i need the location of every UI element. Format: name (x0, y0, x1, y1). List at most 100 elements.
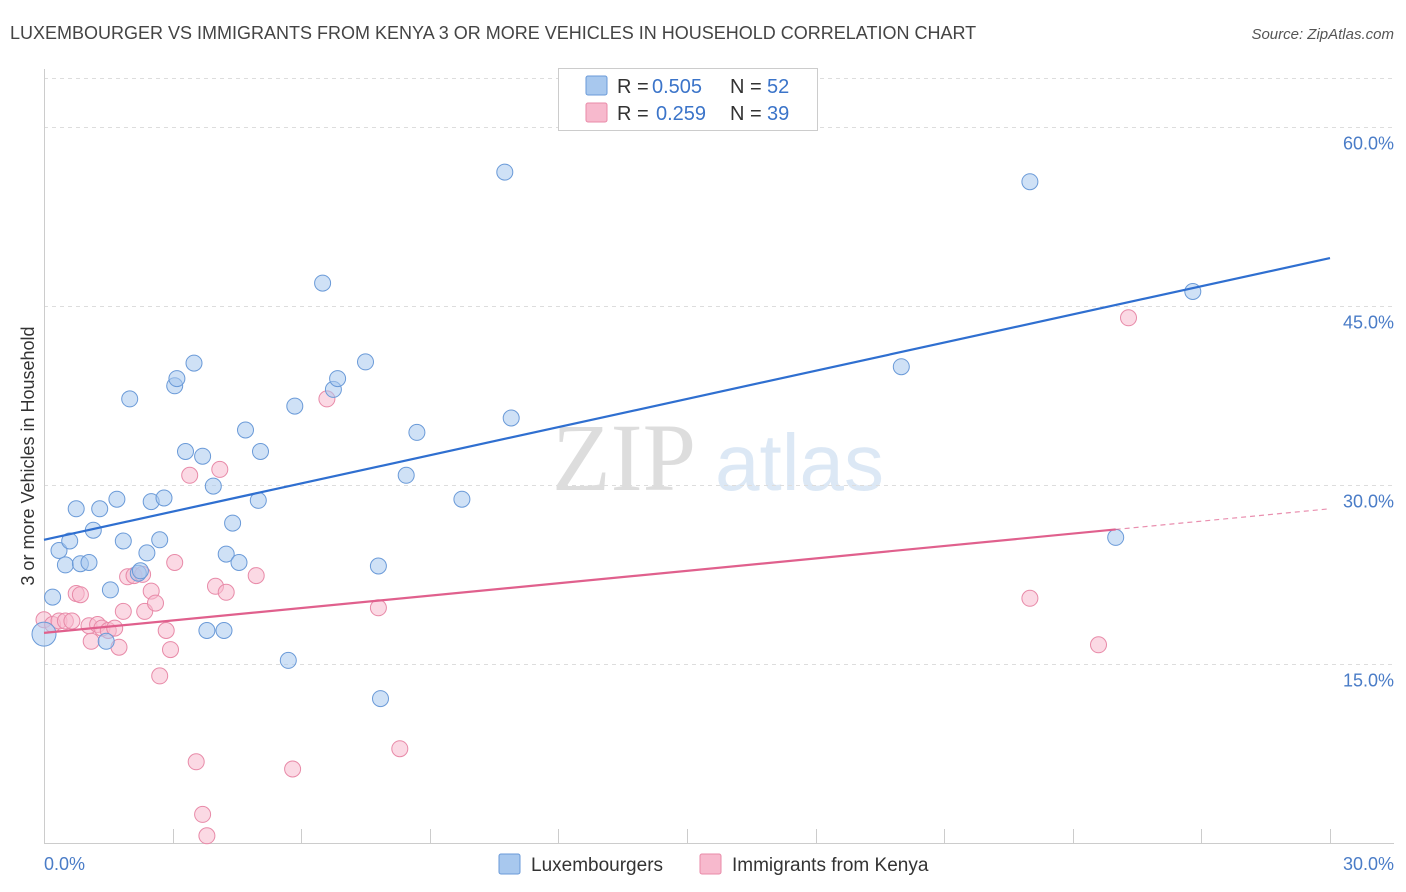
point-luxembourgers (61, 532, 79, 550)
point-luxembourgers (314, 274, 332, 292)
point-luxembourgers (1021, 173, 1039, 191)
point-luxembourgers (185, 354, 203, 372)
point-luxembourgers (50, 542, 68, 559)
point-luxembourgers (56, 556, 74, 574)
point-kenya (217, 583, 235, 601)
point-kenya (1120, 309, 1137, 327)
legend-swatch-luxembourgers (585, 75, 608, 96)
point-luxembourgers (204, 477, 222, 495)
x-tick-label-max: 30.0% (1343, 854, 1394, 874)
point-luxembourgers (101, 581, 119, 599)
point-kenya (114, 602, 132, 620)
chart-title: LUXEMBOURGER VS IMMIGRANTS FROM KENYA 3 … (10, 23, 976, 43)
watermark-atlas: atlas (715, 418, 884, 507)
point-luxembourgers (108, 490, 126, 508)
point-luxembourgers (252, 443, 269, 460)
y-tick-labels: 15.0% 30.0% 45.0% 60.0% (1343, 134, 1394, 691)
point-luxembourgers (502, 409, 520, 427)
bottom-legend-swatch-kenya (699, 853, 722, 875)
y-tick-label: 60.0% (1343, 134, 1394, 154)
point-luxembourgers (80, 554, 98, 571)
point-luxembourgers (496, 163, 514, 181)
y-tick-label: 45.0% (1343, 313, 1394, 333)
point-kenya (71, 586, 89, 604)
series-luxembourgers (31, 163, 1202, 708)
point-kenya (151, 667, 169, 685)
legend-r-value-2: 0.259 (656, 103, 706, 125)
y-tick-label: 15.0% (1343, 671, 1394, 691)
point-luxembourgers (397, 466, 415, 484)
point-kenya (1090, 636, 1107, 654)
legend-n-label-1: N = (730, 76, 762, 98)
point-luxembourgers (237, 421, 254, 439)
point-luxembourgers (168, 370, 186, 388)
point-luxembourgers (224, 514, 242, 532)
point-kenya (194, 805, 212, 823)
point-luxembourgers (44, 588, 62, 606)
series-legend: Luxembourgers Immigrants from Kenya (498, 853, 929, 876)
point-kenya (284, 760, 302, 778)
point-luxembourgers (91, 500, 109, 518)
series-immigrants-from-kenya (35, 309, 1137, 845)
point-luxembourgers (138, 544, 156, 562)
point-luxembourgers (217, 545, 235, 563)
legend-r-label-2: R = (617, 103, 649, 125)
legend-r-value-1: 0.505 (652, 76, 702, 98)
point-luxembourgers (286, 397, 304, 415)
point-luxembourgers (198, 622, 216, 639)
bottom-legend-swatch-luxembourgers (498, 853, 521, 875)
legend-n-label-2: N = (730, 103, 762, 125)
point-luxembourgers (121, 390, 139, 408)
chart-source: Source: ZipAtlas.com (1251, 26, 1394, 43)
point-luxembourgers (372, 690, 389, 708)
point-kenya (166, 554, 184, 571)
point-luxembourgers (892, 358, 910, 376)
point-luxembourgers (67, 500, 85, 518)
point-kenya (391, 740, 409, 758)
trend-lines (43, 256, 1331, 634)
point-luxembourgers (177, 443, 194, 460)
point-kenya (181, 466, 199, 484)
point-luxembourgers (1107, 528, 1125, 546)
y-axis-label: 3 or more Vehicles in Household (18, 326, 38, 585)
point-luxembourgers (131, 562, 149, 580)
bottom-legend-label-luxembourgers: Luxembourgers (531, 855, 663, 876)
point-luxembourgers (369, 557, 387, 575)
point-luxembourgers (215, 622, 233, 639)
point-luxembourgers (279, 651, 297, 669)
point-kenya (198, 827, 216, 845)
point-luxembourgers (194, 447, 212, 465)
point-kenya (106, 619, 124, 637)
point-kenya (162, 641, 179, 659)
point-luxembourgers (453, 490, 471, 508)
correlation-legend: R = 0.505 N = 52 R = 0.259 N = 39 (558, 68, 818, 131)
point-luxembourgers (230, 554, 248, 571)
point-luxembourgers (329, 370, 347, 388)
point-kenya (82, 632, 100, 650)
point-luxembourgers (408, 423, 426, 441)
legend-r-label-1: R = (617, 76, 649, 98)
legend-n-value-2: 39 (767, 103, 789, 125)
point-luxembourgers (151, 531, 169, 549)
point-kenya (187, 753, 205, 771)
y-tick-label: 30.0% (1343, 492, 1394, 512)
point-kenya (247, 567, 265, 585)
point-luxembourgers (357, 353, 374, 371)
point-luxembourgers (31, 621, 57, 647)
point-kenya (147, 594, 164, 612)
point-kenya (63, 612, 81, 630)
axes (44, 69, 1394, 844)
bottom-legend-label-kenya: Immigrants from Kenya (732, 855, 929, 876)
legend-n-value-1: 52 (767, 76, 789, 98)
point-kenya (211, 460, 229, 478)
legend-swatch-kenya (585, 102, 608, 123)
point-kenya (1021, 589, 1039, 607)
trend-line-kenya (43, 528, 1116, 634)
trend-line-kenya-extension (1115, 508, 1331, 531)
watermark-zip: ZIP (552, 404, 696, 511)
point-kenya (157, 622, 175, 639)
grid (44, 78, 1394, 665)
point-luxembourgers (97, 632, 115, 650)
trend-line-luxembourgers (43, 256, 1331, 541)
